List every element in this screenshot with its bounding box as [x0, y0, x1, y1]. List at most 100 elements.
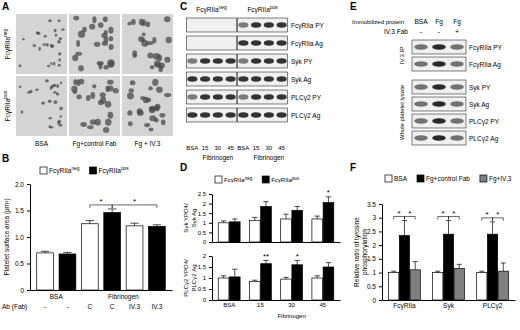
- y-tick: 2.0: [15, 181, 30, 188]
- x-tick: 15: [257, 302, 264, 308]
- bar: [104, 213, 121, 290]
- blot-band: [277, 76, 287, 82]
- platelet: [98, 100, 104, 105]
- bar: [261, 264, 272, 300]
- platelet: [58, 64, 61, 67]
- annotations: *: [327, 188, 330, 197]
- platelet: [142, 32, 146, 36]
- y-tick-label: 3: [372, 214, 376, 221]
- y-tick-label: 3.5: [367, 201, 376, 208]
- platelet: [86, 95, 91, 101]
- error-bar: [232, 219, 237, 222]
- y-tick: 2.5: [367, 228, 382, 235]
- bar-chart: D00.511.522.5Syk YPO4/Syk Ag*FcγRIIanegF…: [180, 162, 341, 245]
- bar: [249, 220, 260, 242]
- error-bar: [41, 251, 49, 253]
- bar: [59, 254, 76, 290]
- plot-area: [218, 197, 334, 242]
- x-axis-line: [213, 300, 341, 301]
- error-bar-cap: [221, 220, 226, 221]
- blot-band: [238, 94, 248, 100]
- micrograph-background: [122, 76, 173, 136]
- error-bar-stem: [404, 220, 405, 235]
- platelet: [147, 53, 153, 59]
- treatment-label: IV.3 Fab: [384, 28, 408, 35]
- x-tick: C: [110, 303, 115, 310]
- y-tick: 2: [372, 242, 382, 249]
- y-tick-label: 2.0: [15, 181, 24, 188]
- x-tick: 45: [319, 302, 326, 308]
- blot-strip: [412, 97, 466, 111]
- micrograph-background: [69, 76, 120, 136]
- blot-band: [277, 112, 287, 118]
- row-label: Syk Ag: [291, 76, 312, 84]
- platelet: [53, 84, 57, 87]
- platelet: [53, 62, 55, 66]
- error-bar-cap: [315, 275, 320, 276]
- blot-band: [251, 112, 261, 118]
- panel-label: E: [350, 1, 357, 12]
- lane-group-label: Fibrinogen: [254, 154, 285, 162]
- y-tick-label: 2: [203, 201, 207, 207]
- blot-band: [277, 94, 287, 100]
- y-tick-label: 1: [372, 269, 376, 276]
- platelet: [33, 44, 36, 47]
- error-bar-cap: [108, 208, 116, 209]
- row-label: FcγRIIaneg: [3, 28, 12, 59]
- platelet: [92, 16, 96, 23]
- y-tick-mark: [209, 194, 212, 195]
- platelet: [50, 62, 52, 65]
- lane-label: Fg: [453, 18, 461, 26]
- panel-label: D: [180, 162, 187, 173]
- label-superscript: neg: [71, 166, 79, 171]
- error-bar-stem: [297, 206, 298, 210]
- blot-band: [238, 58, 248, 64]
- blot-strip: [412, 40, 466, 54]
- blot-band: [200, 112, 210, 118]
- platelet: [59, 107, 62, 111]
- platelet: [76, 40, 80, 47]
- error-bar-stem: [415, 262, 416, 270]
- error-bar-stem: [234, 219, 235, 222]
- bar: [312, 219, 323, 242]
- y-tick: 0.5: [367, 283, 382, 290]
- error-bar-cap: [130, 223, 138, 224]
- panel-label: B: [2, 153, 9, 164]
- group-label: Fibrinogen: [108, 293, 139, 301]
- bar: [281, 279, 292, 300]
- error-bar-cap: [221, 275, 226, 276]
- bar: [433, 273, 443, 300]
- error-bar-cap: [295, 206, 300, 207]
- annotations: ******: [394, 209, 504, 221]
- blot-band: [213, 112, 223, 118]
- platelet: [108, 27, 113, 34]
- platelet: [19, 65, 22, 68]
- platelet: [107, 80, 114, 85]
- error-bar: [295, 206, 300, 210]
- y-tick-label: 1.5: [15, 207, 24, 214]
- y-axis-line: [382, 205, 383, 301]
- blot-band: [238, 40, 248, 46]
- error-bar-cap: [153, 224, 161, 225]
- blot-band: [414, 61, 428, 67]
- blot-band: [432, 135, 446, 141]
- y-tick-label: 1.5: [198, 264, 207, 270]
- platelet: [128, 121, 133, 126]
- platelet: [101, 33, 107, 38]
- y-tick: 2.5: [198, 191, 212, 197]
- error-bar: [221, 276, 226, 278]
- y-tick-label: 2: [203, 253, 207, 259]
- platelet: [103, 127, 109, 133]
- y-tick: 1: [203, 220, 212, 226]
- y-tick-mark: [209, 267, 212, 268]
- micrograph-background: [16, 14, 67, 74]
- error-bar-cap: [63, 252, 71, 253]
- x-tick-label: -: [44, 303, 46, 310]
- y-tick: 1.5: [15, 207, 30, 214]
- x-tick-label: BSA: [223, 302, 235, 308]
- significance-label: *: [327, 188, 330, 197]
- legend-item: Fg+IV.3: [480, 175, 512, 183]
- blot-band: [238, 22, 248, 28]
- error-bar: [86, 221, 94, 224]
- y-tick-label: 1: [203, 220, 207, 226]
